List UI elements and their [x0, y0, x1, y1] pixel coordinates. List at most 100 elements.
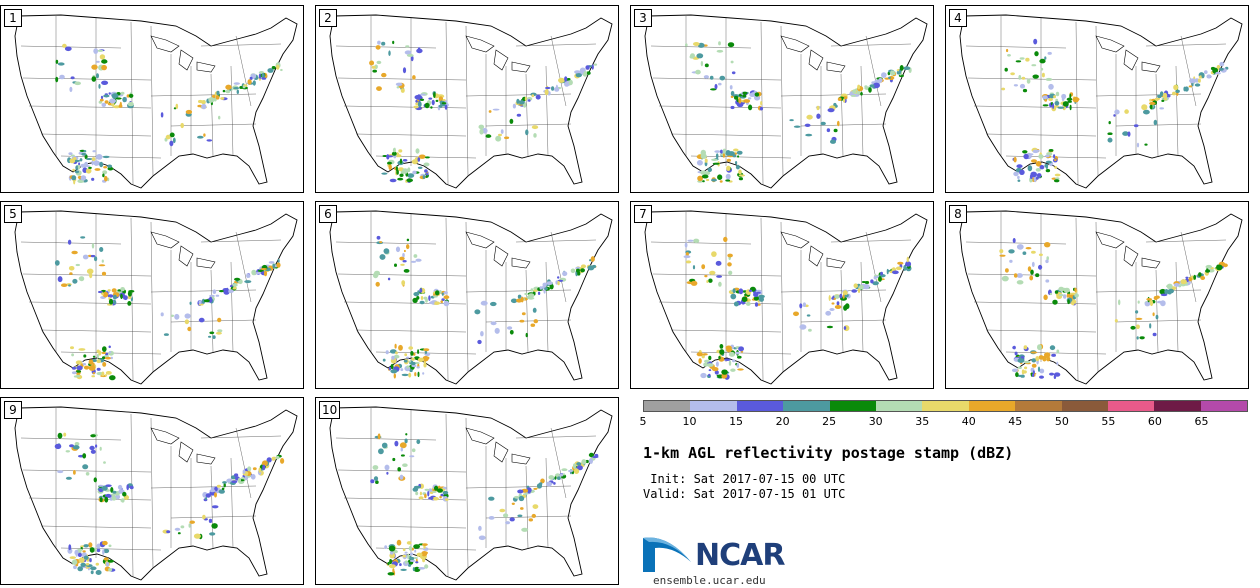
reflectivity-echo [1173, 84, 1179, 91]
reflectivity-echo [423, 162, 430, 167]
reflectivity-echo [73, 470, 76, 475]
reflectivity-echo [409, 369, 413, 373]
coastline [14, 406, 298, 581]
reflectivity-echo [760, 101, 763, 106]
reflectivity-echo [89, 445, 95, 451]
reflectivity-echo [261, 72, 265, 79]
reflectivity-echo [539, 286, 543, 290]
reflectivity-echo [707, 167, 712, 172]
reflectivity-echo [852, 89, 857, 94]
reflectivity-echo [372, 69, 377, 73]
reflectivity-echo [189, 520, 195, 524]
reflectivity-echo [1035, 356, 1040, 362]
reflectivity-echo [517, 489, 524, 494]
reflectivity-echo [90, 566, 97, 571]
reflectivity-echo [1030, 351, 1038, 354]
reflectivity-echo [532, 504, 539, 509]
reflectivity-echo [727, 151, 735, 156]
reflectivity-echo [1019, 57, 1025, 60]
reflectivity-echo [232, 283, 238, 287]
reflectivity-echo [575, 266, 581, 270]
reflectivity-echo [488, 496, 495, 501]
reflectivity-echo [720, 149, 723, 154]
reflectivity-echo [411, 364, 417, 368]
reflectivity-echo [400, 447, 403, 452]
reflectivity-echo [244, 280, 252, 284]
state-boundary [200, 43, 282, 47]
reflectivity-echo [409, 552, 414, 556]
reflectivity-echo [403, 269, 410, 273]
reflectivity-echo [553, 482, 556, 485]
reflectivity-echo [105, 562, 110, 567]
reflectivity-echo [1141, 104, 1148, 111]
reflectivity-echo [79, 158, 83, 162]
reflectivity-echo [568, 79, 573, 86]
reflectivity-echo [1062, 101, 1069, 107]
reflectivity-echo [696, 352, 703, 357]
reflectivity-echo [825, 310, 832, 316]
reflectivity-echo [1191, 82, 1194, 87]
state-boundary [465, 221, 469, 373]
reflectivity-echo [395, 351, 398, 355]
state-boundary [780, 221, 784, 373]
reflectivity-echo [742, 94, 747, 98]
reflectivity-echo [165, 134, 171, 140]
reflectivity-echo [416, 439, 421, 445]
reflectivity-echo [423, 362, 427, 368]
reflectivity-echo [86, 562, 90, 566]
reflectivity-echo [1044, 98, 1048, 102]
reflectivity-echo [214, 492, 217, 498]
colorbar-segment [1154, 401, 1201, 411]
reflectivity-echo [736, 362, 740, 368]
reflectivity-echo [693, 238, 700, 243]
reflectivity-echo [68, 544, 72, 551]
reflectivity-echo [806, 114, 813, 120]
reflectivity-echo [533, 133, 537, 138]
reflectivity-echo [903, 265, 907, 271]
state-boundary [20, 437, 122, 441]
reflectivity-echo [272, 263, 276, 269]
reflectivity-echo [728, 270, 733, 275]
reflectivity-echo [420, 296, 424, 300]
reflectivity-echo [730, 293, 737, 300]
reflectivity-echo [101, 351, 106, 355]
state-boundary [210, 73, 214, 157]
reflectivity-echo [76, 374, 80, 378]
reflectivity-echo [1143, 109, 1150, 115]
reflectivity-echo [54, 443, 62, 450]
reflectivity-echo [477, 339, 482, 345]
reflectivity-echo [435, 99, 439, 102]
reflectivity-echo [419, 300, 425, 305]
state-boundary [865, 35, 882, 107]
reflectivity-echo [485, 134, 492, 138]
reflectivity-echo [127, 301, 132, 306]
reflectivity-echo [83, 165, 90, 168]
reflectivity-echo [1022, 251, 1027, 255]
ncar-logo-text: NCAR [695, 538, 785, 573]
reflectivity-echo [1045, 77, 1053, 81]
reflectivity-echo [1001, 275, 1009, 282]
reflectivity-echo [107, 289, 111, 292]
reflectivity-echo [888, 76, 891, 80]
reflectivity-echo [425, 298, 428, 303]
reflectivity-echo [166, 530, 171, 534]
reflectivity-echo [892, 70, 896, 73]
reflectivity-echo [711, 367, 719, 372]
reflectivity-echo [1107, 137, 1113, 143]
great-lakes [780, 231, 846, 269]
reflectivity-echo [533, 289, 538, 292]
state-boundary [230, 457, 234, 549]
reflectivity-echo [215, 294, 220, 297]
reflectivity-echo [428, 488, 433, 492]
reflectivity-echo [428, 496, 434, 500]
reflectivity-echo [251, 269, 257, 276]
reflectivity-echo [805, 133, 813, 137]
reflectivity-echo [738, 98, 742, 104]
reflectivity-echo [544, 89, 549, 96]
reflectivity-echo [177, 532, 181, 535]
reflectivity-echo [406, 541, 412, 545]
reflectivity-echo [706, 178, 710, 182]
reflectivity-echo [1031, 358, 1037, 363]
reflectivity-echo [92, 355, 96, 358]
reflectivity-echo [718, 281, 722, 287]
